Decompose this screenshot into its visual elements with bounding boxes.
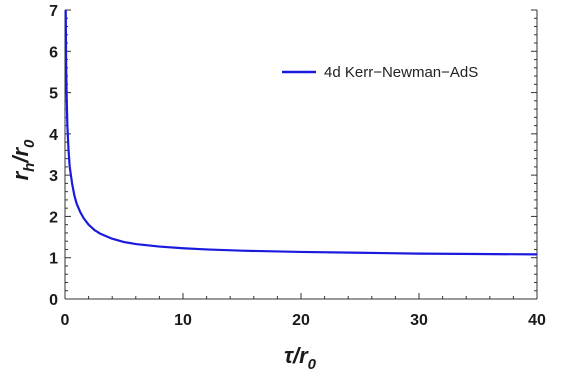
x-tick-label: 0 [61, 312, 70, 329]
y-tick-label: 2 [49, 209, 58, 226]
y-axis-label-mid: /r [8, 147, 33, 164]
y-axis-label-main: r [8, 170, 33, 180]
x-tick-label: 20 [292, 312, 310, 329]
x-tick-label: 40 [528, 312, 546, 329]
y-axis-label-sub-0: 0 [21, 139, 38, 148]
y-tick-label: 3 [49, 168, 58, 185]
x-tick-label: 30 [410, 312, 428, 329]
y-tick-label: 1 [49, 251, 58, 268]
x-tick-label: 10 [174, 312, 192, 329]
y-tick-label: 0 [49, 292, 58, 309]
legend-label-4d-kerr-newman-ads: 4d Kerr−Newman−AdS [324, 64, 478, 81]
y-tick-label: 4 [49, 127, 58, 144]
y-axis-label-sub-h: h [21, 163, 38, 172]
y-tick-label: 5 [49, 86, 58, 103]
y-axis-label: rh/r0 [8, 139, 38, 180]
y-tick-label: 7 [49, 3, 58, 20]
x-axis-label-subscript: 0 [308, 356, 317, 373]
y-axis-ticks: 0 1 2 3 4 5 6 7 [49, 3, 537, 309]
plot-frame [64, 10, 538, 300]
legend: 4d Kerr−Newman−AdS [282, 64, 478, 81]
x-axis-ticks: 0 10 20 30 40 [61, 293, 546, 329]
y-tick-label: 6 [49, 44, 58, 61]
series-line-4d-kerr-newman-ads [64, 9, 538, 256]
x-axis-label: τ/r0 [284, 343, 317, 373]
x-axis-label-main: τ/r [284, 343, 309, 368]
series-group [64, 9, 538, 256]
